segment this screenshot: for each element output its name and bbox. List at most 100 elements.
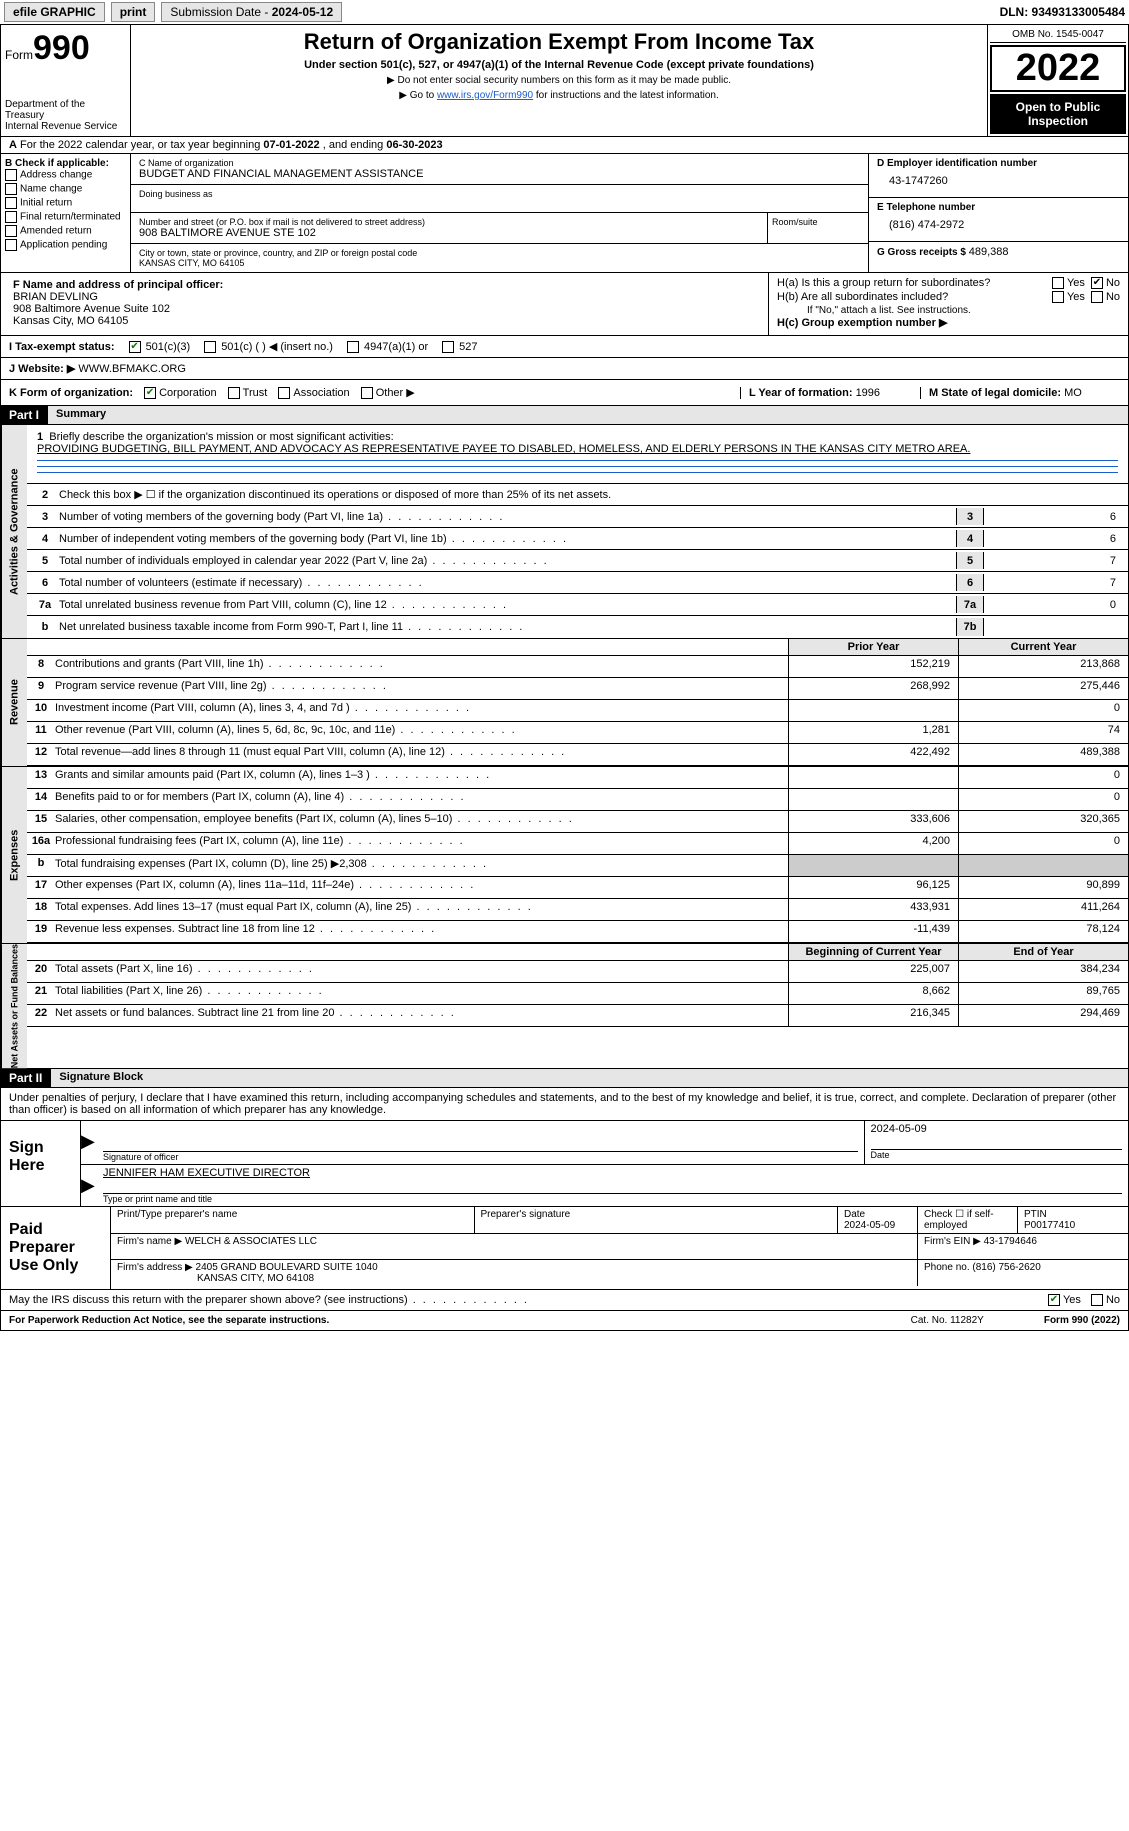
block-fh: F Name and address of principal officer:… [0, 273, 1129, 336]
tax-year: 2022 [990, 45, 1126, 92]
line-16a: 16a Professional fundraising fees (Part … [27, 833, 1128, 855]
line-18: 18 Total expenses. Add lines 13–17 (must… [27, 899, 1128, 921]
line-9: 9 Program service revenue (Part VIII, li… [27, 678, 1128, 700]
part-i-expenses: Expenses 13 Grants and similar amounts p… [0, 767, 1129, 944]
section-i: I Tax-exempt status: 501(c)(3) 501(c) ( … [0, 336, 1129, 358]
sign-here-block: Sign Here ▶ Signature of officer 2024-05… [0, 1121, 1129, 1207]
checkbox-assoc[interactable] [278, 387, 290, 399]
section-k: K Form of organization: Corporation Trus… [0, 380, 1129, 406]
line-19: 19 Revenue less expenses. Subtract line … [27, 921, 1128, 943]
submission-date: Submission Date - 2024-05-12 [161, 2, 342, 22]
year-formation: 1996 [856, 387, 880, 399]
part-i-governance: Activities & Governance 1 Briefly descri… [0, 425, 1129, 639]
part-i-netassets: Net Assets or Fund Balances Beginning of… [0, 944, 1129, 1069]
dept-treasury: Department of the Treasury Internal Reve… [5, 99, 126, 132]
website: WWW.BFMAKC.ORG [78, 363, 186, 375]
subtitle: Under section 501(c), 527, or 4947(a)(1)… [139, 59, 979, 71]
checkbox-discuss-yes[interactable] [1048, 1294, 1060, 1306]
checkbox-ha-no[interactable] [1091, 277, 1103, 289]
page-title: Return of Organization Exempt From Incom… [139, 29, 979, 55]
mission-text: PROVIDING BUDGETING, BILL PAYMENT, AND A… [37, 443, 1118, 455]
checkbox-501c[interactable] [204, 341, 216, 353]
checkbox-amended[interactable] [5, 225, 17, 237]
checkbox-501c3[interactable] [129, 341, 141, 353]
checkbox-app-pending[interactable] [5, 239, 17, 251]
line-6: 6 Total number of volunteers (estimate i… [27, 572, 1128, 594]
line-11: 11 Other revenue (Part VIII, column (A),… [27, 722, 1128, 744]
officer-name: BRIAN DEVLING [13, 291, 98, 303]
block-bcd: B Check if applicable: Address change Na… [0, 154, 1129, 273]
line-21: 21 Total liabilities (Part X, line 26) 8… [27, 983, 1128, 1005]
checkbox-hb-yes[interactable] [1052, 291, 1064, 303]
checkbox-discuss-no[interactable] [1091, 1294, 1103, 1306]
checkbox-name-change[interactable] [5, 183, 17, 195]
line-7a: 7a Total unrelated business revenue from… [27, 594, 1128, 616]
line-20: 20 Total assets (Part X, line 16) 225,00… [27, 961, 1128, 983]
state-domicile: MO [1064, 387, 1082, 399]
vtab-revenue: Revenue [1, 639, 27, 766]
vtab-governance: Activities & Governance [1, 425, 27, 638]
section-j: J Website: ▶ WWW.BFMAKC.ORG [0, 358, 1129, 380]
section-a: A For the 2022 calendar year, or tax yea… [0, 137, 1129, 154]
line-10: 10 Investment income (Part VIII, column … [27, 700, 1128, 722]
dln: DLN: 93493133005484 [1000, 5, 1125, 19]
checkbox-other[interactable] [361, 387, 373, 399]
org-city: KANSAS CITY, MO 64105 [139, 258, 860, 268]
line-8: 8 Contributions and grants (Part VIII, l… [27, 656, 1128, 678]
ptin: P00177410 [1024, 1220, 1075, 1231]
checkbox-address-change[interactable] [5, 169, 17, 181]
section-d: D Employer identification number 43-1747… [868, 154, 1128, 272]
part-ii-header: Part II Signature Block [0, 1069, 1129, 1088]
page-footer: For Paperwork Reduction Act Notice, see … [0, 1311, 1129, 1331]
discuss-row: May the IRS discuss this return with the… [0, 1290, 1129, 1311]
org-name: BUDGET AND FINANCIAL MANAGEMENT ASSISTAN… [139, 168, 860, 180]
prep-date: 2024-05-09 [844, 1220, 895, 1231]
checkbox-4947[interactable] [347, 341, 359, 353]
vtab-expenses: Expenses [1, 767, 27, 943]
checkbox-corp[interactable] [144, 387, 156, 399]
paid-preparer-block: Paid Preparer Use Only Print/Type prepar… [0, 1207, 1129, 1290]
section-h: H(a) Is this a group return for subordin… [768, 273, 1128, 335]
goto-link-row: ▶ Go to www.irs.gov/Form990 for instruct… [139, 90, 979, 101]
org-street: 908 BALTIMORE AVENUE STE 102 [139, 227, 759, 239]
gross-receipts: 489,388 [969, 246, 1009, 258]
section-c: C Name of organization BUDGET AND FINANC… [131, 154, 868, 272]
efile-badge: efile GRAPHIC [4, 2, 105, 22]
form-header: Form990 Department of the Treasury Inter… [0, 25, 1129, 137]
officer-typed: JENNIFER HAM EXECUTIVE DIRECTOR [103, 1167, 1122, 1179]
print-button[interactable]: print [111, 2, 156, 22]
checkbox-final-return[interactable] [5, 211, 17, 223]
checkbox-initial-return[interactable] [5, 197, 17, 209]
line-5: 5 Total number of individuals employed i… [27, 550, 1128, 572]
ein: 43-1747260 [877, 169, 1120, 193]
omb-number: OMB No. 1545-0047 [990, 27, 1126, 43]
telephone: (816) 474-2972 [877, 213, 1120, 237]
open-to-public: Open to Public Inspection [990, 94, 1126, 134]
line-13: 13 Grants and similar amounts paid (Part… [27, 767, 1128, 789]
warning-ssn: ▶ Do not enter social security numbers o… [139, 75, 979, 86]
top-bar: efile GRAPHIC print Submission Date - 20… [0, 0, 1129, 25]
line-3: 3 Number of voting members of the govern… [27, 506, 1128, 528]
sign-date: 2024-05-09 [871, 1123, 1123, 1135]
irs-link[interactable]: www.irs.gov/Form990 [437, 90, 533, 101]
form-number: Form990 [5, 29, 126, 68]
firm-name: WELCH & ASSOCIATES LLC [185, 1236, 317, 1247]
line-b: b Total fundraising expenses (Part IX, c… [27, 855, 1128, 877]
line-4: 4 Number of independent voting members o… [27, 528, 1128, 550]
checkbox-trust[interactable] [228, 387, 240, 399]
section-b: B Check if applicable: Address change Na… [1, 154, 131, 272]
line-15: 15 Salaries, other compensation, employe… [27, 811, 1128, 833]
line-22: 22 Net assets or fund balances. Subtract… [27, 1005, 1128, 1027]
checkbox-ha-yes[interactable] [1052, 277, 1064, 289]
line-12: 12 Total revenue—add lines 8 through 11 … [27, 744, 1128, 766]
checkbox-hb-no[interactable] [1091, 291, 1103, 303]
part-i-header: Part I Summary [0, 406, 1129, 425]
line-17: 17 Other expenses (Part IX, column (A), … [27, 877, 1128, 899]
section-f: F Name and address of principal officer:… [1, 273, 768, 335]
firm-phone: (816) 756-2620 [972, 1262, 1040, 1273]
checkbox-527[interactable] [442, 341, 454, 353]
vtab-netassets: Net Assets or Fund Balances [1, 944, 27, 1068]
firm-ein: 43-1794646 [984, 1236, 1037, 1247]
penalties-text: Under penalties of perjury, I declare th… [0, 1088, 1129, 1121]
line-b: b Net unrelated business taxable income … [27, 616, 1128, 638]
